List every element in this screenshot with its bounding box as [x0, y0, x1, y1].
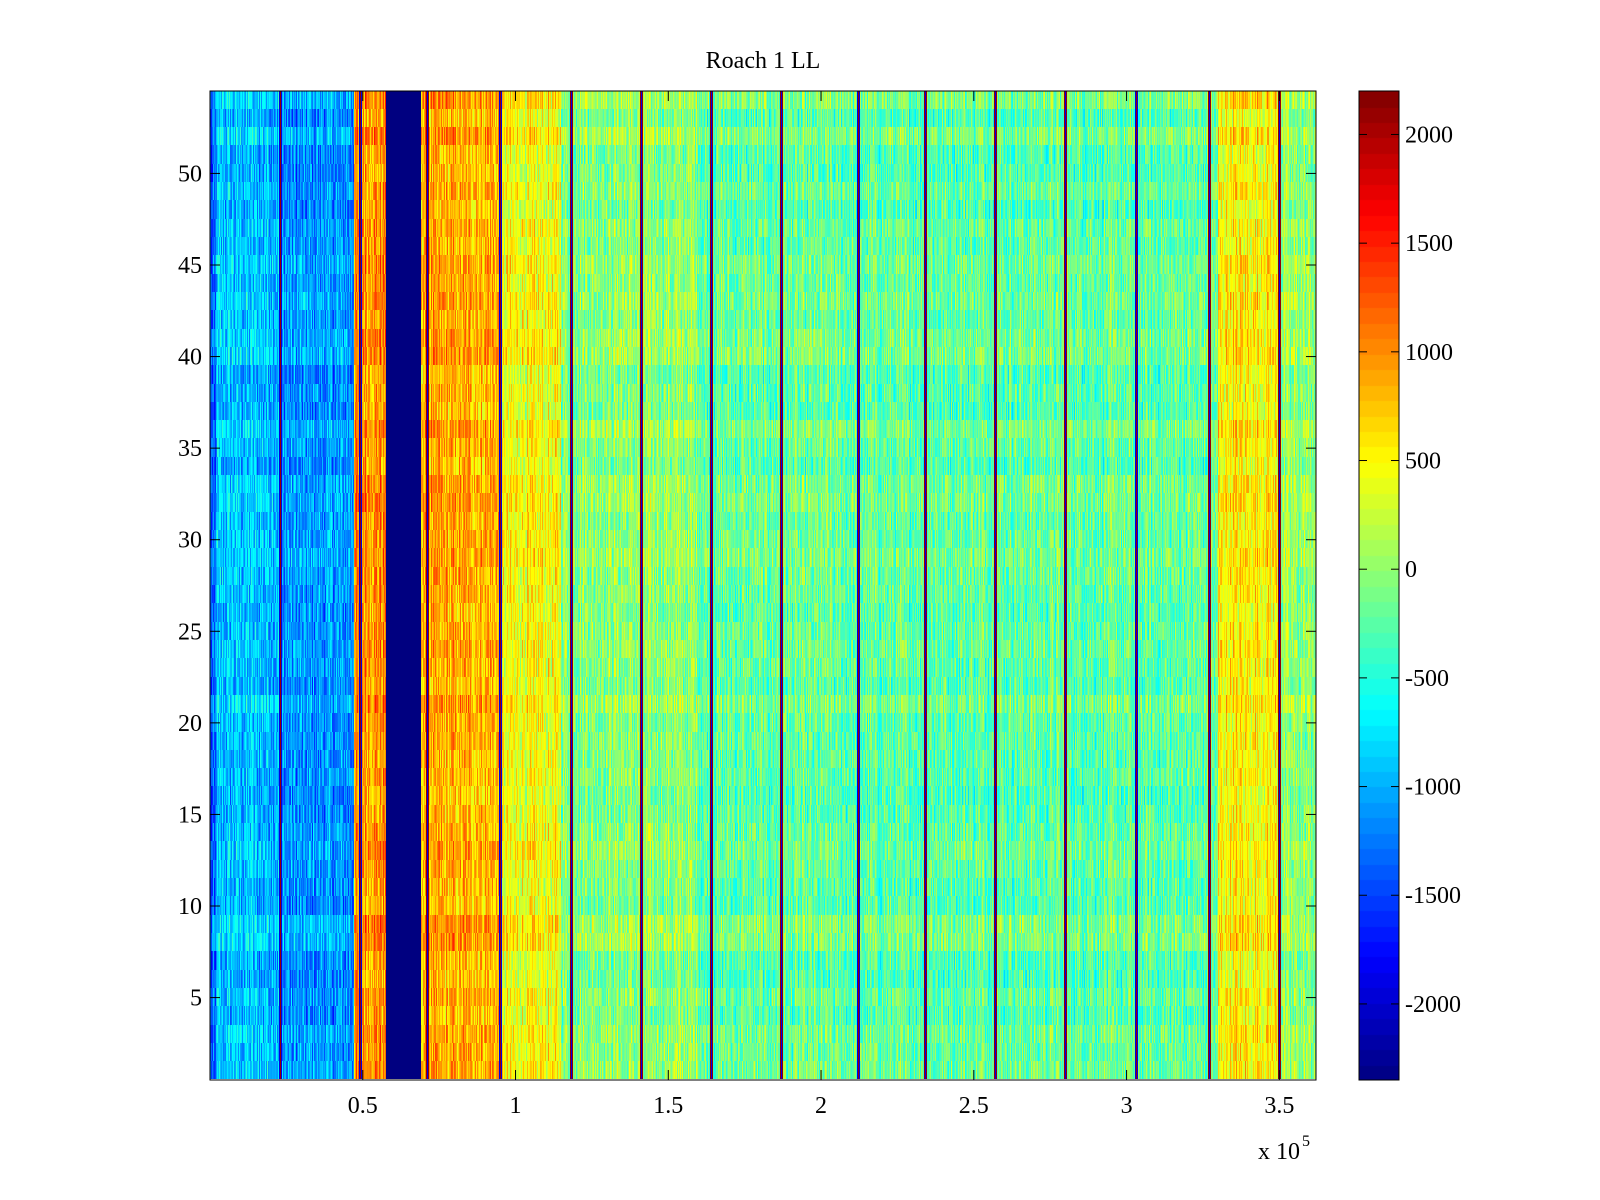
colorbar-tick-label: 0 — [1405, 557, 1417, 583]
colorbar-tick-label: 1000 — [1405, 340, 1453, 366]
x-tick-label: 0.5 — [348, 1093, 378, 1119]
plot-frame — [209, 90, 1317, 1081]
colorbar-tick-label: 500 — [1405, 449, 1441, 475]
y-tick-label: 35 — [178, 436, 202, 462]
y-tick-label: 10 — [178, 894, 202, 920]
x-tick-label: 1 — [510, 1093, 522, 1119]
colorbar-tick-label: 2000 — [1405, 122, 1453, 148]
y-tick-label: 50 — [178, 161, 202, 187]
colorbar-frame — [1358, 90, 1400, 1081]
y-tick-label: 15 — [178, 802, 202, 828]
y-tick-label: 5 — [190, 986, 202, 1012]
heatmap-image — [210, 91, 1316, 1080]
y-tick-label: 45 — [178, 253, 202, 279]
x-multiplier-exponent: 5 — [1302, 1133, 1310, 1150]
x-tick-label: 2 — [815, 1093, 827, 1119]
colorbar-tick-label: 1500 — [1405, 231, 1453, 257]
x-multiplier-label: x 10 — [1258, 1139, 1300, 1165]
y-tick-label: 25 — [178, 619, 202, 645]
colorbar-tick-label: -1500 — [1405, 883, 1461, 909]
colorbar-tick-label: -2000 — [1405, 992, 1461, 1018]
x-tick-label: 2.5 — [959, 1093, 989, 1119]
colorbar-image — [1359, 91, 1399, 1080]
x-tick-label: 1.5 — [653, 1093, 683, 1119]
y-tick-label: 40 — [178, 345, 202, 371]
y-tick-label: 20 — [178, 711, 202, 737]
colorbar-tick-label: -500 — [1405, 666, 1449, 692]
x-tick-label: 3.5 — [1264, 1093, 1294, 1119]
x-tick-label: 3 — [1121, 1093, 1133, 1119]
colorbar-tick-label: -1000 — [1405, 775, 1461, 801]
chart-title: Roach 1 LL — [706, 48, 821, 74]
y-tick-label: 30 — [178, 528, 202, 554]
